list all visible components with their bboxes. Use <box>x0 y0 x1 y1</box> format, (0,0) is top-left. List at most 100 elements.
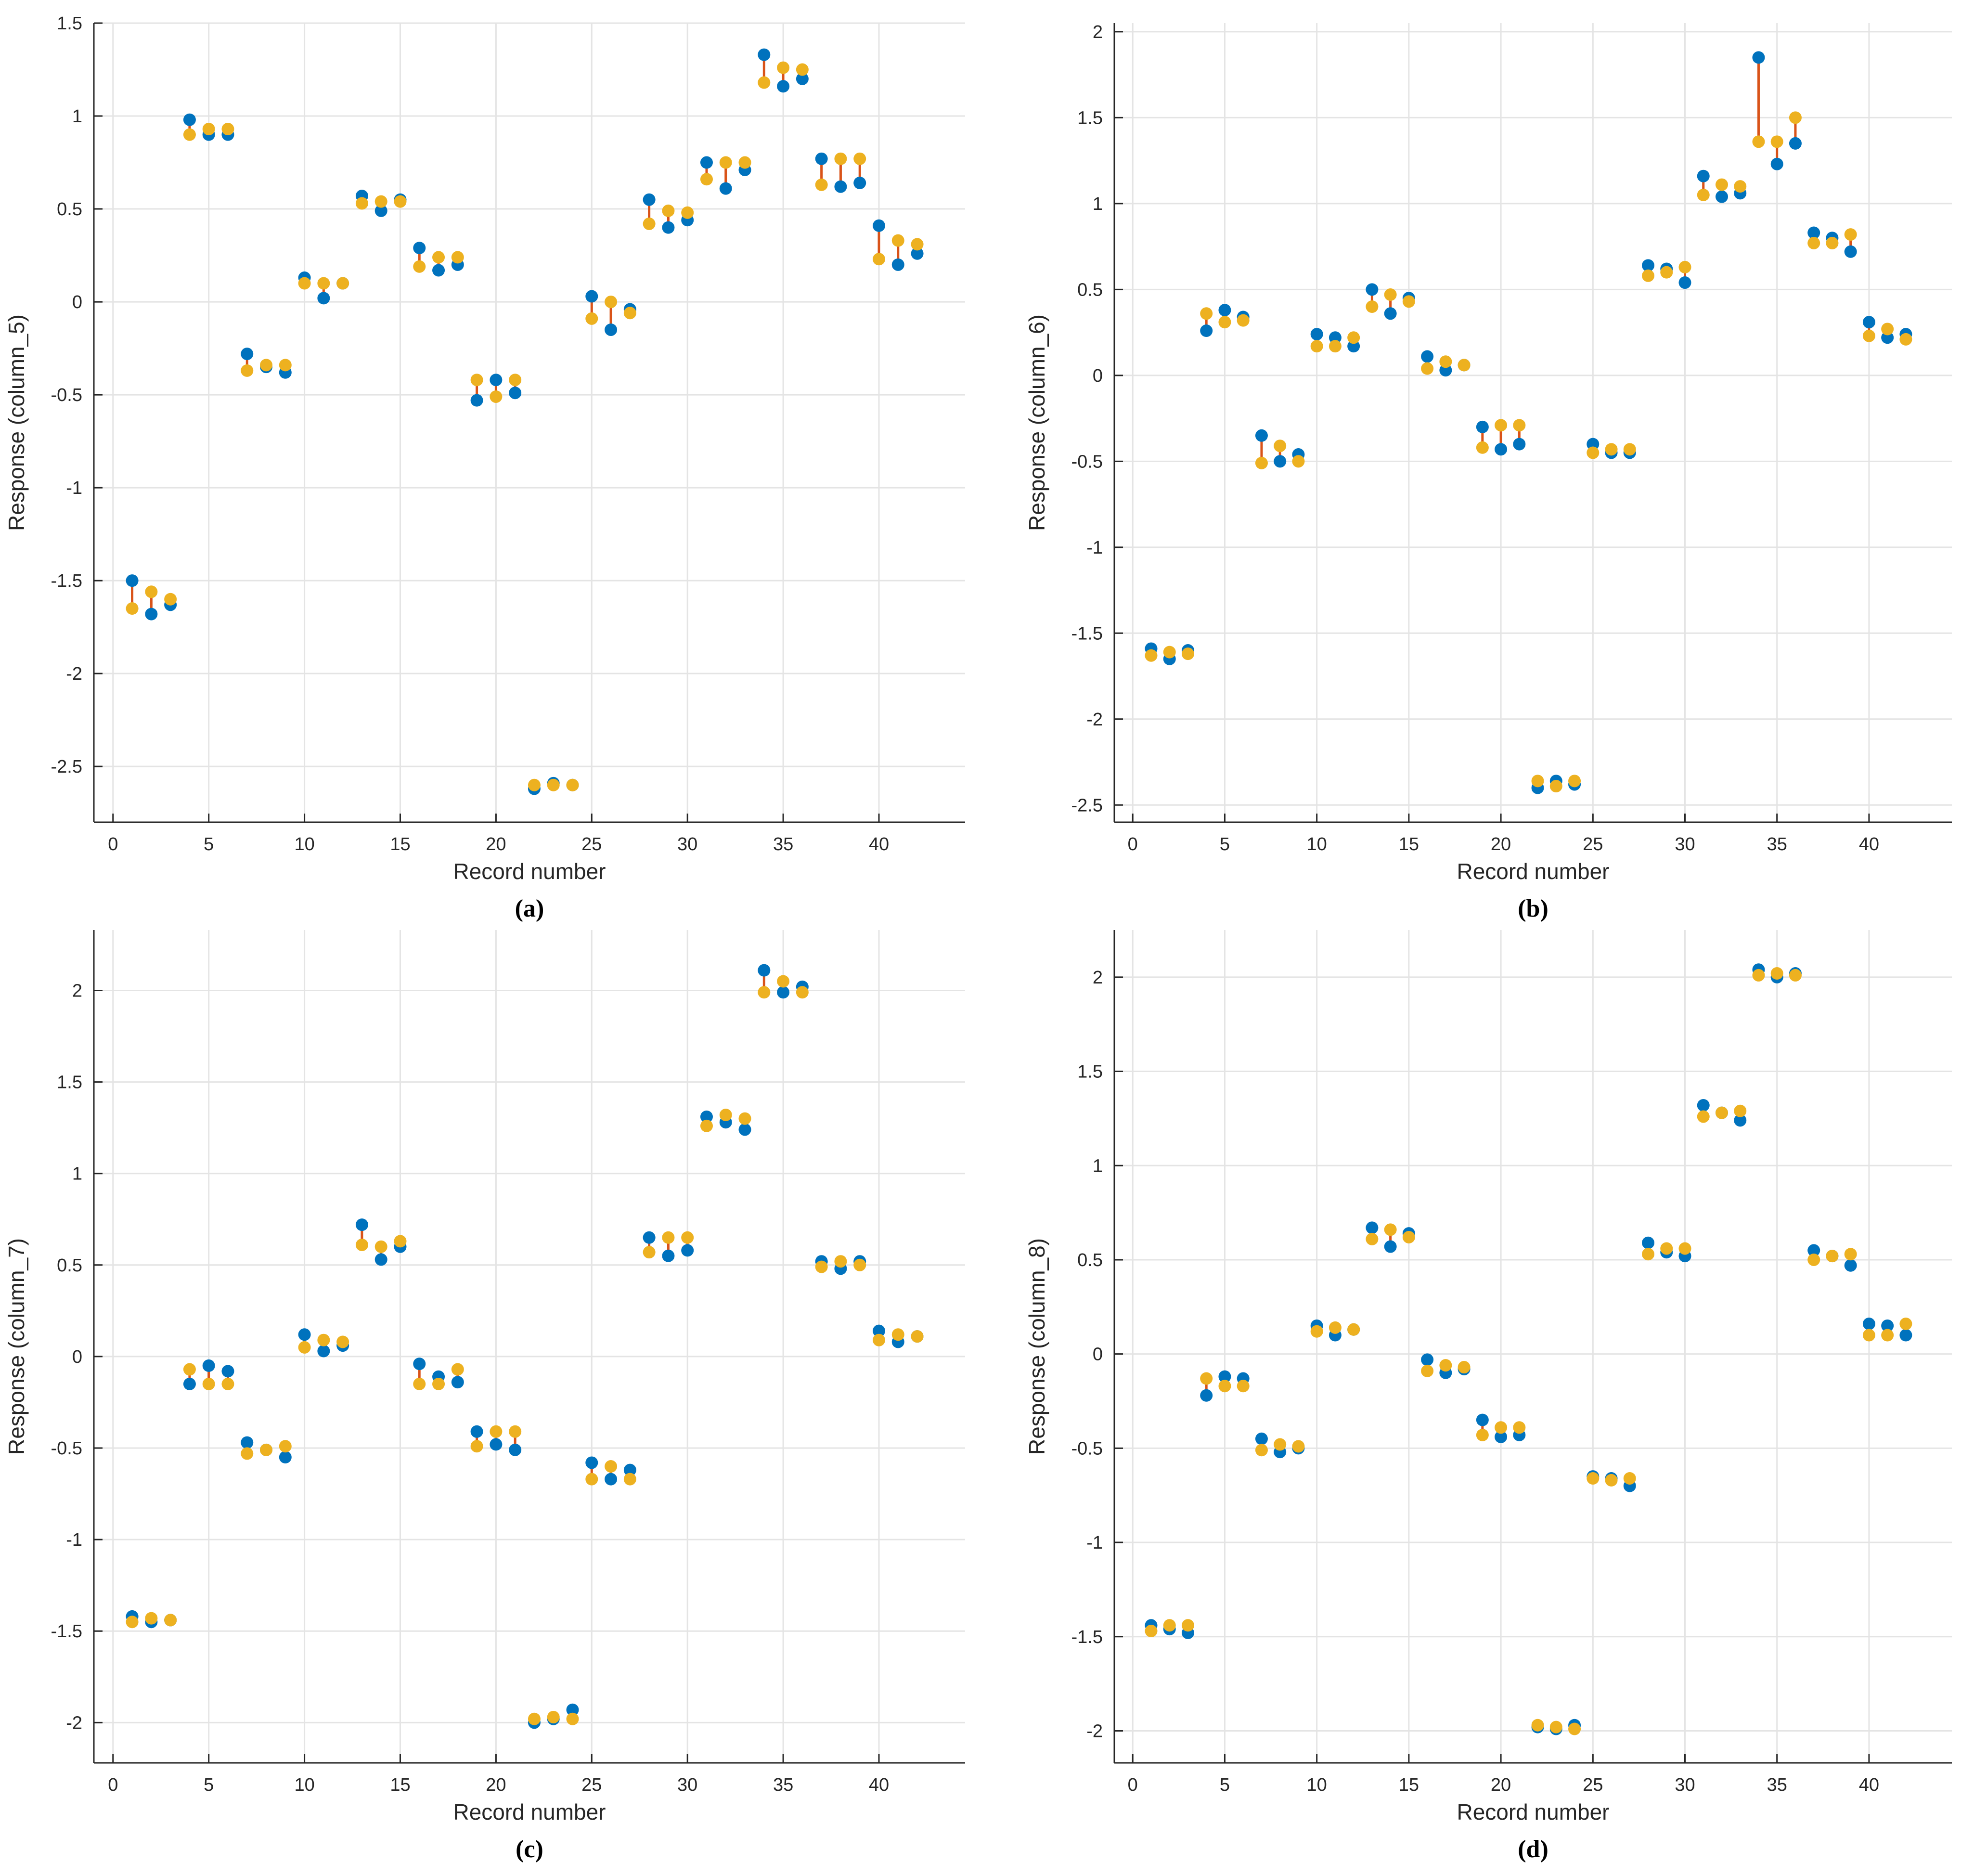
y-axis-label: Response (column_8) <box>1024 1238 1049 1455</box>
predicted-point <box>662 1231 675 1244</box>
true-point <box>1476 1413 1489 1426</box>
predicted-point <box>528 1712 541 1725</box>
y-tick-label: 1.5 <box>57 1073 82 1093</box>
predicted-point <box>145 585 158 598</box>
predicted-point <box>758 76 771 89</box>
predicted-point <box>872 253 885 266</box>
predicted-point <box>470 1440 483 1453</box>
predicted-point <box>585 312 598 325</box>
true-point <box>1366 1221 1379 1234</box>
true-point <box>1495 443 1508 456</box>
predicted-point <box>1881 1329 1894 1342</box>
predicted-point <box>911 1330 924 1343</box>
predicted-point <box>681 206 694 219</box>
true-point <box>1384 307 1397 320</box>
x-tick-label: 10 <box>294 1775 314 1795</box>
y-tick-label: 0 <box>72 292 82 312</box>
predicted-point <box>1458 1361 1471 1374</box>
true-point <box>1752 51 1765 64</box>
true-point <box>183 113 196 126</box>
predicted-point <box>413 260 426 273</box>
true-point <box>1218 1370 1231 1383</box>
predicted-point <box>1255 1444 1268 1457</box>
true-point <box>777 986 790 999</box>
predicted-point <box>1844 228 1857 241</box>
y-tick-label: -0.5 <box>51 1438 82 1459</box>
predicted-point <box>566 778 579 791</box>
predicted-point <box>872 1333 885 1346</box>
true-point <box>566 1703 579 1716</box>
true-point <box>815 152 828 165</box>
predicted-point <box>1145 1625 1158 1638</box>
y-tick-label: -1 <box>66 478 82 498</box>
predicted-point <box>1402 1230 1415 1243</box>
predicted-point <box>1826 236 1839 249</box>
predicted-point <box>145 1612 158 1625</box>
x-tick-label: 40 <box>1859 1775 1879 1795</box>
predicted-point <box>1310 340 1323 353</box>
predicted-point <box>164 1614 177 1627</box>
panel-a: 0 5 10 15 20 25 30 35 40 -2.5 -2 -1.5 -1 -0.5 0 0.5 1 1.5… <box>4 13 965 922</box>
y-tick-label: 0 <box>1093 1345 1103 1365</box>
x-tick-label: 25 <box>581 1775 602 1795</box>
true-point <box>1421 350 1434 363</box>
predicted-point <box>815 178 828 191</box>
predicted-point <box>1789 111 1802 124</box>
predicted-point <box>1402 295 1415 308</box>
predicted-point <box>623 307 636 320</box>
predicted-point <box>432 1377 445 1390</box>
true-point <box>1421 1353 1434 1366</box>
predicted-point <box>834 1255 847 1268</box>
panel-label: (d) <box>1518 1836 1548 1863</box>
true-point <box>1310 328 1323 341</box>
x-tick-label: 0 <box>1128 834 1138 854</box>
y-tick-label: 1 <box>72 1164 82 1184</box>
predicted-point <box>355 197 368 210</box>
x-tick-label: 15 <box>390 1775 410 1795</box>
predicted-point <box>853 1258 866 1271</box>
predicted-point <box>1734 180 1747 193</box>
predicted-point <box>1770 967 1783 980</box>
y-tick-label: 0.5 <box>1077 280 1103 300</box>
predicted-point <box>1789 969 1802 982</box>
true-point <box>758 964 771 977</box>
predicted-point <box>336 277 349 290</box>
predicted-point <box>1218 316 1231 329</box>
x-tick-label: 5 <box>1220 1775 1230 1795</box>
true-point <box>126 574 139 587</box>
predicted-point <box>451 251 464 264</box>
y-tick-label: 1 <box>1093 194 1103 214</box>
true-point <box>738 1123 751 1136</box>
true-point <box>1255 429 1268 442</box>
predicted-point <box>605 1460 618 1473</box>
predicted-point <box>1881 323 1894 336</box>
panel-label: (b) <box>1518 895 1548 922</box>
predicted-point <box>509 1425 522 1438</box>
predicted-point <box>1862 1329 1875 1342</box>
predicted-point <box>1549 1721 1562 1734</box>
true-point <box>509 387 522 400</box>
y-tick-label: 0.5 <box>57 199 82 220</box>
x-axis-label: Record number <box>453 859 606 884</box>
true-point <box>758 48 771 61</box>
predicted-point <box>528 778 541 791</box>
predicted-point <box>643 217 656 230</box>
predicted-point <box>891 1328 904 1341</box>
x-tick-label: 30 <box>1675 834 1695 854</box>
true-point <box>605 323 618 336</box>
predicted-point <box>1623 1472 1636 1485</box>
true-point <box>1678 276 1691 289</box>
predicted-point <box>451 1363 464 1376</box>
x-axis-label: Record number <box>1457 1799 1609 1824</box>
predicted-point <box>1697 1110 1710 1123</box>
predicted-point <box>1752 969 1765 982</box>
predicted-point <box>1237 314 1250 327</box>
x-tick-label: 5 <box>204 834 214 854</box>
true-point <box>451 1376 464 1389</box>
predicted-point <box>336 1335 349 1348</box>
predicted-point <box>1384 1223 1397 1236</box>
true-point <box>1881 1319 1894 1332</box>
x-tick-label: 35 <box>773 1775 793 1795</box>
predicted-point <box>1476 441 1489 454</box>
predicted-point <box>1476 1428 1489 1441</box>
